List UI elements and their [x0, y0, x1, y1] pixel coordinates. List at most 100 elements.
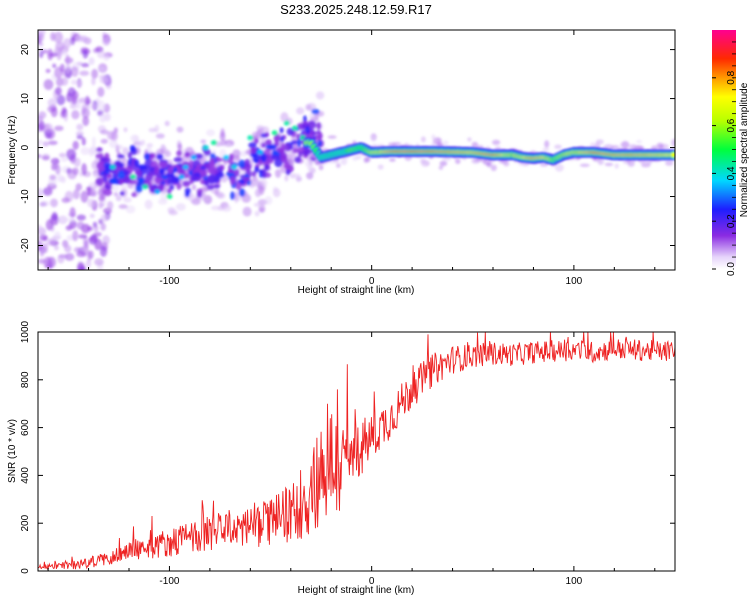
spectrogram-blob: [91, 77, 96, 86]
spectrogram-blob: [167, 207, 176, 213]
spectrogram-blob: [53, 31, 64, 43]
spectrogram-blob: [283, 161, 290, 169]
spectrogram-blob: [99, 74, 107, 79]
spectrogram-blob: [304, 159, 314, 168]
spectrogram-blob: [291, 140, 298, 145]
spectrogram-blob: [336, 163, 341, 168]
spectrogram-blob: [146, 143, 154, 148]
spectrogram-blob: [106, 201, 114, 210]
spectrogram-blob: [176, 150, 183, 156]
spectrogram-blob: [63, 38, 72, 49]
spectrogram-blob: [45, 219, 54, 231]
spectrogram-blob: [579, 163, 590, 167]
spectrogram-blob: [159, 161, 169, 169]
spectrogram-blob: [43, 256, 52, 269]
spectrogram-blob: [109, 164, 116, 170]
colorbar-ticks: 0.0 0.2 0.4 0.6 0.8: [712, 41, 737, 276]
spectrogram-blob: [67, 217, 76, 222]
spectrogram-blob: [542, 147, 550, 152]
spectrogram-blob: [656, 142, 664, 150]
spectrogram-blob: [55, 86, 62, 96]
spectrogram-blob: [58, 152, 66, 158]
spectrogram-blob: [254, 166, 259, 173]
spectrogram-blob: [184, 151, 190, 158]
spectrogram-blob: [96, 147, 103, 152]
spectrogram-blob: [94, 258, 104, 266]
spectrogram-blob: [130, 174, 136, 180]
spectrogram-blob: [207, 175, 216, 184]
spectrogram-blob: [72, 230, 79, 242]
spectrogram-blob: [242, 206, 252, 217]
spectrogram-blob: [38, 47, 43, 54]
spectrogram-blob: [54, 157, 59, 170]
spectrogram-blob: [295, 173, 302, 183]
spectrogram-blob: [239, 150, 248, 157]
spectrogram-blob: [554, 144, 562, 149]
spectrogram-blob: [82, 116, 90, 127]
spectrogram-blob: [286, 127, 294, 136]
colorbar-tick-label: 0.2: [726, 214, 737, 228]
spectrogram-blob: [173, 157, 183, 163]
spectrogram-blob: [200, 139, 207, 144]
spectrogram-blob: [278, 149, 285, 154]
spectrogram-blob: [88, 237, 97, 242]
spectrogram-blob: [247, 135, 254, 141]
spectrogram-blob: [129, 144, 136, 152]
spectrogram-blob: [128, 179, 137, 185]
spectrogram-blob: [142, 184, 149, 190]
spectrogram-blob: [223, 143, 232, 148]
y-tick-label: 20: [20, 44, 31, 56]
spectrogram-blob: [219, 164, 225, 171]
spectrogram-blob: [253, 202, 262, 207]
spectrogram-blob: [544, 140, 550, 148]
spectrogram-blob: [47, 98, 57, 108]
spectrogram-blob: [114, 160, 122, 168]
spectrogram-blob: [377, 164, 384, 170]
x-tick-label: 100: [566, 276, 583, 287]
spectrogram-blob: [315, 91, 325, 100]
spectrogram-blob: [123, 127, 128, 133]
spectrogram-blob: [492, 139, 501, 146]
spectrogram-blob: [177, 143, 183, 152]
spectrogram-blob: [438, 165, 444, 170]
spectrogram-blob: [296, 138, 302, 148]
spectrogram-blob: [95, 46, 104, 53]
spectrogram-blob: [196, 191, 203, 198]
spectrogram-blob: [191, 184, 197, 191]
spectrogram-blob: [154, 189, 161, 195]
spectrogram-blob: [327, 135, 337, 139]
spectrogram-blob: [262, 169, 267, 179]
spectrogram-blob: [87, 198, 96, 208]
spectrogram-blob: [79, 266, 87, 270]
spectrogram-blob: [54, 245, 59, 251]
spectrogram-blob: [101, 37, 111, 47]
spectrogram-blob: [503, 161, 510, 167]
spectrogram-blob: [91, 68, 98, 79]
spectrogram-blob: [65, 54, 70, 65]
spectrogram-blob: [38, 224, 43, 232]
spectrogram-blob: [39, 251, 45, 257]
spectrogram-blob: [476, 145, 484, 149]
spectral-ridge: [303, 137, 675, 165]
spectrogram-blob: [442, 140, 449, 146]
spectrogram-blob: [127, 151, 132, 159]
y-tick-label: 10: [20, 93, 31, 105]
spectrogram-blob: [296, 107, 305, 115]
spectrogram-blob: [238, 159, 246, 169]
spectrogram-blob: [66, 148, 77, 161]
spectrogram-blob: [66, 92, 72, 103]
spectrogram-blob: [80, 35, 88, 43]
x-tick-label: 0: [369, 276, 375, 287]
spectrogram-blob: [85, 259, 92, 268]
colorbar: 0.0 0.2 0.4 0.6 0.8 Normalized spectral ampl…: [712, 30, 750, 276]
spectrogram-blob: [190, 154, 197, 160]
spectrogram-blob: [261, 142, 266, 148]
spectrogram-blob: [231, 164, 238, 170]
spectrogram-blob: [256, 125, 265, 131]
spectrogram-blob: [80, 63, 90, 68]
spectrogram-blob: [134, 170, 143, 176]
colorbar-tick-label: 0.4: [726, 166, 737, 180]
spectrogram-blob: [352, 155, 358, 161]
spectrogram-blob: [228, 153, 234, 160]
spectrogram-blob: [264, 196, 273, 205]
